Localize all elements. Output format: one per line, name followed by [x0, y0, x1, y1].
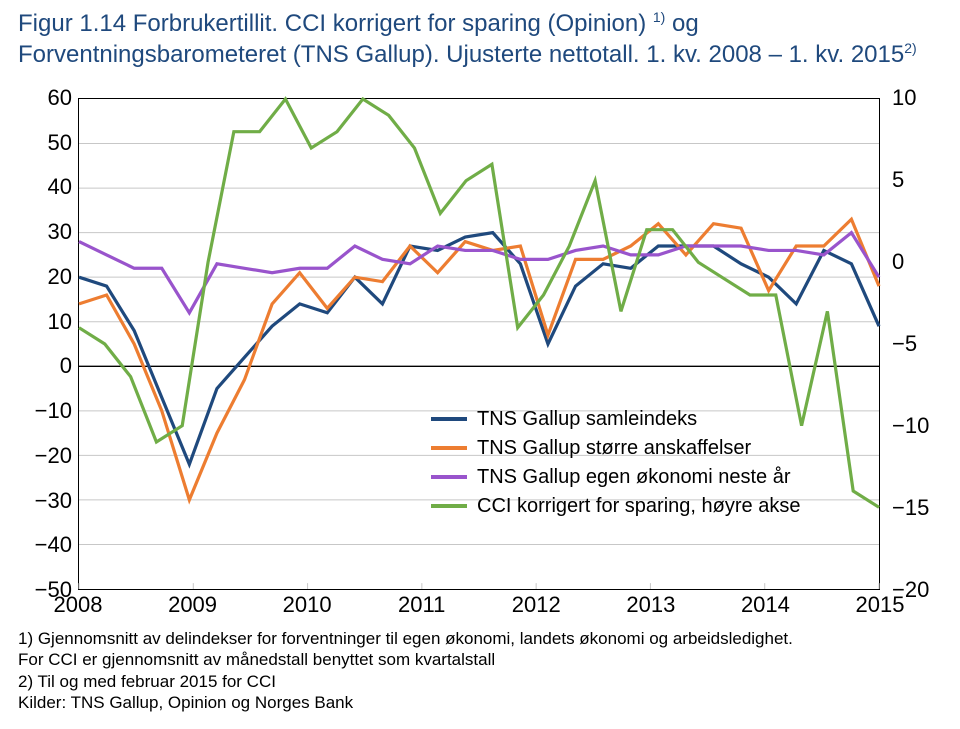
title-line2: Forventningsbarometeret (TNS Gallup). Uj…: [18, 41, 904, 68]
y-right-tick-label: −15: [892, 495, 946, 521]
y-left-tick-label: 40: [18, 174, 72, 200]
y-right-tick-label: 5: [892, 167, 946, 193]
x-tick-label: 2014: [741, 592, 790, 618]
footnote-1: 1) Gjennomsnitt av delindekser for forve…: [18, 628, 938, 649]
y-left-tick-label: −40: [18, 532, 72, 558]
legend-swatch: [431, 475, 467, 479]
x-axis-labels: 20082009201020112012201320142015: [78, 592, 880, 620]
footnote-2: For CCI er gjennomsnitt av månedstall be…: [18, 649, 938, 670]
title-sup1: 1): [653, 9, 665, 25]
legend-label: TNS Gallup egen økonomi neste år: [477, 466, 791, 489]
footnote-3: 2) Til og med februar 2015 for CCI: [18, 671, 938, 692]
y-right-axis-labels: 1050−5−10−15−20: [886, 90, 940, 620]
y-right-tick-label: −5: [892, 331, 946, 357]
y-left-tick-label: −10: [18, 398, 72, 424]
x-tick-label: 2012: [512, 592, 561, 618]
x-tick-label: 2011: [398, 592, 445, 618]
y-right-tick-label: 0: [892, 249, 946, 275]
legend-item: TNS Gallup egen økonomi neste år: [431, 466, 800, 489]
legend-item: TNS Gallup samleindeks: [431, 408, 800, 431]
chart-plot: TNS Gallup samleindeks TNS Gallup større …: [78, 98, 880, 590]
chart-title: Figur 1.14 Forbrukertillit. CCI korriger…: [18, 8, 938, 70]
legend-swatch: [431, 417, 467, 421]
y-left-tick-label: 20: [18, 264, 72, 290]
y-left-tick-label: −20: [18, 443, 72, 469]
x-tick-label: 2013: [626, 592, 675, 618]
legend-label: CCI korrigert for sparing, høyre akse: [477, 495, 800, 518]
x-tick-label: 2010: [283, 592, 332, 618]
title-line1b: og: [665, 10, 698, 37]
legend-item: TNS Gallup større anskaffelser: [431, 437, 800, 460]
y-left-tick-label: 50: [18, 130, 72, 156]
y-left-axis-labels: 6050403020100−10−20−30−40−50: [18, 90, 72, 620]
y-right-tick-label: 10: [892, 85, 946, 111]
x-tick-label: 2008: [54, 592, 103, 618]
y-left-tick-label: 0: [18, 353, 72, 379]
plot-area: 6050403020100−10−20−30−40−50 1050−5−10−1…: [18, 90, 940, 620]
legend-label: TNS Gallup større anskaffelser: [477, 437, 751, 460]
legend-item: CCI korrigert for sparing, høyre akse: [431, 495, 800, 518]
y-left-tick-label: 60: [18, 85, 72, 111]
legend-label: TNS Gallup samleindeks: [477, 408, 697, 431]
y-right-tick-label: −10: [892, 413, 946, 439]
legend-swatch: [431, 446, 467, 450]
legend-swatch: [431, 504, 467, 508]
y-left-tick-label: 10: [18, 309, 72, 335]
x-tick-label: 2009: [168, 592, 217, 618]
footnotes: 1) Gjennomsnitt av delindekser for forve…: [18, 628, 938, 713]
x-tick-label: 2015: [856, 592, 905, 618]
legend: TNS Gallup samleindeks TNS Gallup større …: [431, 408, 800, 524]
footnote-4: Kilder: TNS Gallup, Opinion og Norges Ba…: [18, 692, 938, 713]
y-left-tick-label: −30: [18, 488, 72, 514]
y-left-tick-label: 30: [18, 219, 72, 245]
title-line1a: Figur 1.14 Forbrukertillit. CCI korriger…: [18, 10, 653, 37]
title-sup2: 2): [904, 40, 916, 56]
